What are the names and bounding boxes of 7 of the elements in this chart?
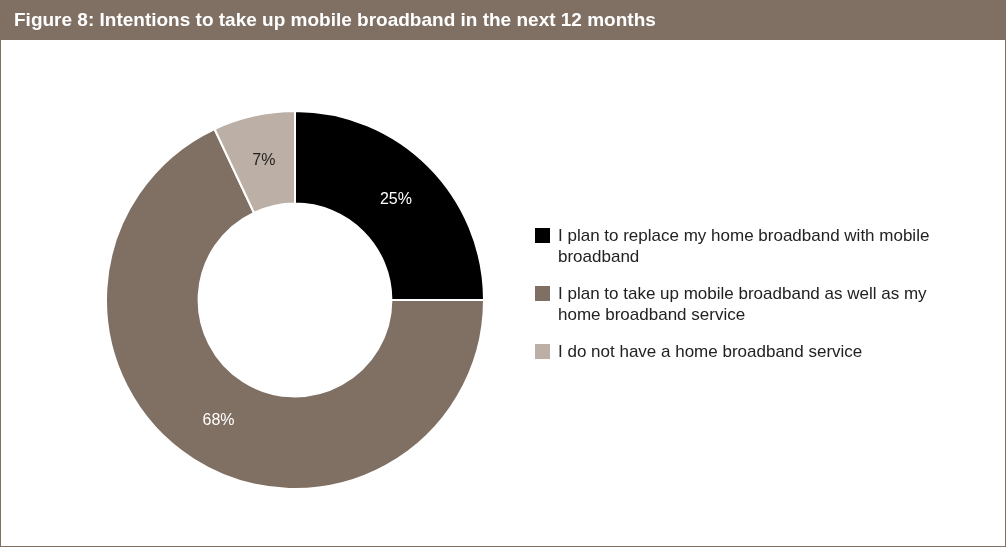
chart-title: Figure 8: Intentions to take up mobile broadband in the next 12 months (0, 0, 1006, 40)
data-label: 7% (252, 151, 276, 169)
legend-label: I do not have a home broadband service (558, 341, 863, 362)
legend-label: I plan to replace my home broadband with mobile broadband (558, 225, 931, 267)
data-label: 68% (202, 410, 235, 428)
legend-label: I plan to take up mobile broadband as well as my home broadband service (558, 283, 928, 325)
data-label: 25% (379, 189, 412, 207)
